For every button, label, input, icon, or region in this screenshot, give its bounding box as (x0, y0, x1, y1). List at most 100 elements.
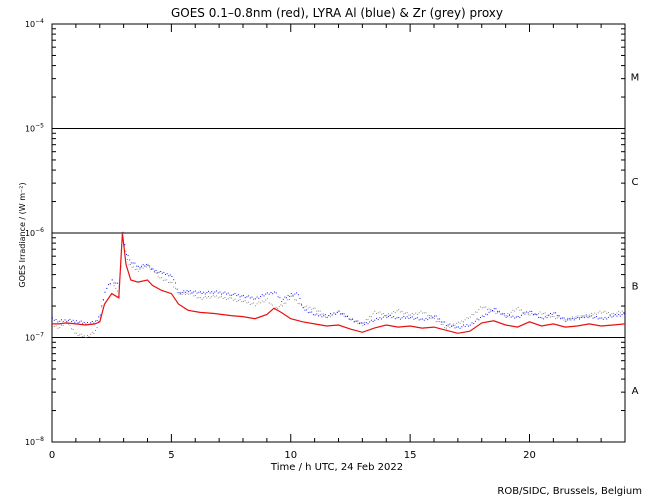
data-point (301, 304, 303, 306)
data-point (602, 318, 604, 320)
data-point (79, 321, 81, 323)
data-point (326, 316, 328, 318)
data-point (413, 314, 415, 316)
data-point (391, 312, 393, 314)
data-point (248, 301, 250, 303)
data-point (141, 265, 143, 267)
class-label-b: B (632, 281, 639, 292)
data-point (294, 293, 296, 295)
data-point (115, 287, 117, 289)
data-point (355, 320, 357, 322)
data-point (381, 318, 383, 320)
data-point (611, 316, 613, 318)
data-point (428, 317, 430, 319)
class-label-c: C (632, 177, 639, 188)
data-point (594, 312, 596, 314)
data-point (364, 322, 366, 324)
data-point (509, 314, 510, 316)
data-point (150, 269, 152, 270)
data-point (314, 307, 316, 309)
data-point (258, 301, 260, 303)
data-point (621, 310, 623, 312)
data-point (577, 317, 579, 318)
data-point (376, 317, 377, 319)
data-point (244, 297, 246, 299)
data-point (418, 312, 420, 314)
data-point (194, 290, 196, 292)
data-point (379, 311, 381, 313)
data-point (538, 313, 539, 314)
data-point (527, 312, 529, 314)
data-point (191, 292, 193, 294)
data-point (456, 326, 458, 328)
data-point (203, 297, 205, 299)
data-point (410, 317, 412, 319)
data-point (181, 291, 183, 293)
data-series (52, 231, 626, 339)
data-point (485, 306, 487, 308)
data-point (77, 335, 79, 336)
data-point (398, 317, 400, 318)
data-point (168, 282, 169, 283)
data-point (474, 320, 476, 322)
data-point (527, 314, 529, 316)
data-point (299, 303, 301, 305)
data-point (469, 316, 471, 318)
y-tick-label-4: 10−4 (25, 18, 44, 29)
data-point (106, 287, 108, 289)
data-point (91, 321, 93, 322)
data-point (579, 318, 580, 320)
data-point (602, 311, 604, 313)
data-point (466, 324, 468, 326)
data-point (226, 299, 227, 301)
data-point (306, 309, 308, 311)
data-point (102, 299, 104, 301)
data-point (587, 315, 589, 317)
data-point (69, 318, 71, 320)
data-point (248, 295, 250, 297)
data-point (604, 310, 606, 312)
data-point (125, 250, 127, 252)
data-point (391, 317, 393, 319)
data-point (488, 308, 490, 310)
data-point (83, 321, 85, 323)
data-point (377, 312, 379, 314)
data-point (406, 316, 408, 318)
data-point (539, 311, 541, 313)
data-point (234, 298, 236, 300)
data-point (312, 307, 314, 309)
data-point (393, 316, 395, 318)
data-point (532, 314, 534, 316)
data-point (473, 323, 475, 324)
data-point (503, 315, 505, 317)
data-point (282, 298, 284, 300)
data-point (289, 295, 291, 297)
x-tick-label-3: 15 (404, 450, 417, 461)
data-point (495, 313, 497, 314)
x-tick-label-2: 10 (284, 450, 297, 461)
data-point (99, 316, 101, 318)
data-point (272, 293, 274, 295)
data-point (307, 307, 309, 309)
data-point (166, 273, 168, 275)
data-point (585, 315, 587, 317)
data-point (93, 332, 95, 334)
data-point (422, 318, 424, 320)
data-point (150, 267, 152, 269)
data-point (232, 299, 234, 301)
data-point (597, 318, 599, 320)
data-point (69, 324, 71, 326)
data-point (232, 293, 234, 295)
data-point (161, 277, 163, 279)
data-point (71, 328, 73, 330)
data-point (209, 292, 211, 294)
data-point (142, 264, 144, 266)
data-point (297, 302, 299, 304)
data-point (260, 296, 262, 297)
data-point (198, 297, 200, 298)
data-point (481, 315, 483, 317)
data-point (507, 313, 509, 314)
credit-text: ROB/SIDC, Brussels, Belgium (497, 486, 642, 497)
data-point (413, 318, 415, 320)
data-point (567, 317, 568, 319)
